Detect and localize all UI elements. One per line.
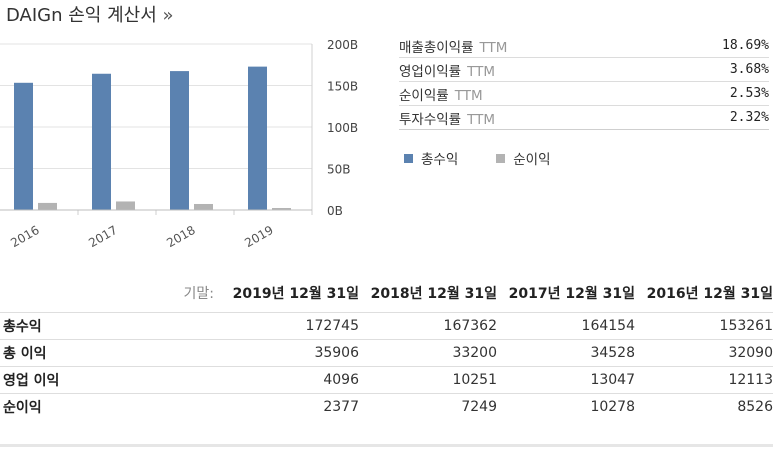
ratio-label: 순이익률 [399,87,449,104]
period-header: 2017년 12월 31일 [508,286,635,302]
row-name: 총 이익 [3,346,47,362]
y-tick-label: 50B [327,163,351,177]
ratio-row: 매출총이익률 TTM 18.69% [399,34,769,58]
ratio-label: 영업이익률 [399,63,462,80]
table-cell: 164154 [581,318,635,334]
income-table: 기말: 2019년 12월 31일 2018년 12월 31일 2017년 12… [0,282,773,420]
ratio-value: 3.68% [729,62,769,77]
ratio-value: 2.32% [729,110,769,125]
page-title: DAIGn 손익 계산서 [6,5,157,26]
legend-swatch [496,153,506,163]
table-cell: 167362 [443,318,497,334]
period-header: 2018년 12월 31일 [370,286,497,302]
period-label: 기말: [183,286,214,302]
bar [272,208,291,210]
table-row: 총수익 172745 167362 164154 153261 [0,312,773,339]
x-tick-label: 2019 [242,223,275,250]
bar [14,82,33,210]
legend-item-net-income[interactable]: 순이익 [496,148,551,168]
bar [92,73,111,210]
legend-swatch [404,153,413,163]
ttm-label: TTM [467,111,496,128]
table-cell: 4096 [323,372,359,388]
table-row: 영업 이익 4096 10251 13047 12113 [0,366,773,393]
ratio-value: 2.53% [729,86,769,101]
row-name: 순이익 [3,400,42,416]
table-cell: 33200 [452,345,497,361]
more-arrow-icon: » [162,5,174,26]
ttm-label: TTM [454,87,483,104]
table-cell: 35906 [314,345,359,361]
ttm-label: TTM [479,39,508,56]
table-cell: 32090 [728,345,773,361]
bottom-divider [0,444,773,447]
x-tick-label: 2016 [8,223,41,250]
bar [170,71,189,210]
ttm-label: TTM [467,63,496,80]
table-row: 총 이익 35906 33200 34528 32090 [0,339,773,366]
y-tick-label: 200B [327,38,358,52]
table-row: 순이익 2377 7249 10278 8526 [0,393,773,420]
bar [38,202,57,210]
legend-item-revenue[interactable]: 총수익 [404,148,458,168]
legend-label: 순이익 [513,152,551,168]
page-title-link[interactable]: DAIGn 손익 계산서 » [6,1,174,27]
ratio-list: 매출총이익률 TTM 18.69% 영업이익률 TTM 3.68% 순이익률 TTM … [399,34,769,130]
table-cell: 12113 [728,372,773,388]
ratio-row: 순이익률 TTM 2.53% [399,82,769,106]
bar [194,203,213,210]
ratio-label: 매출총이익률 [399,39,474,56]
y-tick-label: 150B [327,80,358,94]
period-header-row: 기말: 2019년 12월 31일 2018년 12월 31일 2017년 12… [0,282,773,304]
x-tick-label: 2018 [164,223,197,250]
row-name: 총수익 [3,319,42,335]
legend-label: 총수익 [421,152,459,168]
bar [116,201,135,210]
table-cell: 7249 [461,399,497,415]
y-tick-label: 0B [327,204,343,218]
ratio-row: 투자수익률 TTM 2.32% [399,106,769,130]
period-header: 2016년 12월 31일 [646,286,773,302]
x-tick-label: 2017 [86,223,119,250]
period-header: 2019년 12월 31일 [232,286,359,302]
chart-legend: 총수익 순이익 [404,148,551,168]
table-cell: 172745 [305,318,359,334]
y-tick-label: 100B [327,121,358,135]
table-cell: 8526 [737,399,773,415]
table-cell: 13047 [590,372,635,388]
revenue-chart: 0B 50B 100B 150B 200B 2016 2017 2018 2019 [0,38,358,250]
table-cell: 10251 [452,372,497,388]
bar [248,66,267,211]
table-cell: 10278 [590,399,635,415]
ratio-label: 투자수익률 [399,111,462,128]
ratio-row: 영업이익률 TTM 3.68% [399,58,769,82]
table-cell: 2377 [323,399,359,415]
ratio-value: 18.69% [722,38,769,53]
table-cell: 153261 [719,318,773,334]
table-cell: 34528 [590,345,635,361]
row-name: 영업 이익 [3,373,60,389]
